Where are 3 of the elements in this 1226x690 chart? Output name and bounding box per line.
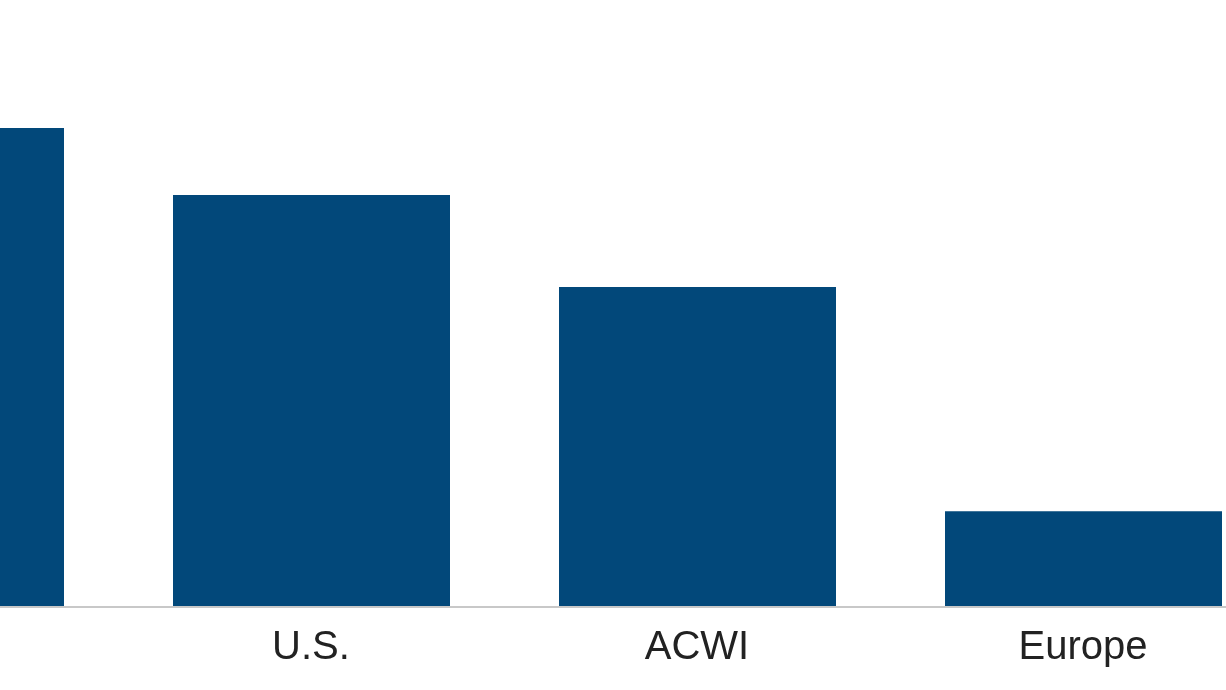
x-tick-label: Europe	[1018, 623, 1148, 668]
x-tick-label: U.S.	[272, 623, 350, 668]
x-tick-label: ACWI	[644, 623, 750, 668]
